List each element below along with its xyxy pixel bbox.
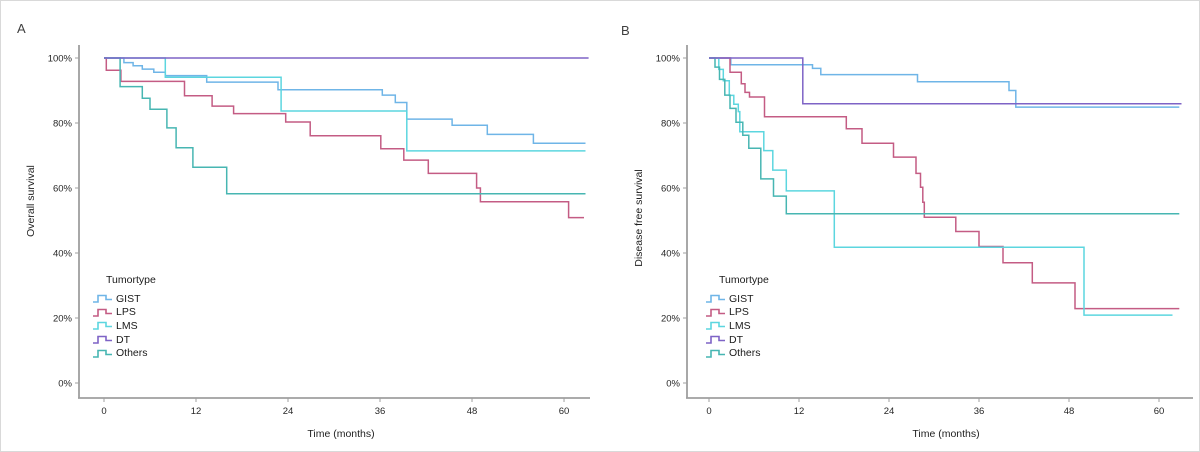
- curve-gist: [104, 57, 586, 144]
- legend-label: LPS: [729, 306, 749, 319]
- legend-item-gist: GIST: [705, 292, 769, 306]
- legend-label: LMS: [729, 319, 751, 332]
- x-tick-label: 36: [375, 406, 386, 417]
- x-tick-label: 48: [467, 406, 478, 417]
- panel-a: 100% 80% 60% 40% 20% 0% 0 12 24 36 48 60 A Overall …: [1, 1, 601, 451]
- y-tick-label: 0%: [666, 379, 680, 390]
- panel-letter-b: B: [621, 23, 631, 38]
- legend-a: Tumortype GIST LPS LMS DT Others: [92, 274, 156, 360]
- y-tick-label: 80%: [661, 119, 681, 130]
- x-axis-title-b: Time (months): [912, 428, 980, 440]
- x-axis-title-a: Time (months): [307, 428, 375, 440]
- curve-lps: [104, 57, 584, 219]
- curve-lps: [709, 57, 1180, 310]
- curve-dt: [709, 57, 1182, 105]
- step-line-icon: [706, 322, 725, 331]
- legend-label: Others: [729, 347, 761, 360]
- curve-lms: [104, 57, 586, 152]
- x-tick-label: 12: [191, 406, 202, 417]
- step-line-icon: [93, 294, 112, 304]
- y-tick-label: 40%: [661, 249, 681, 260]
- y-axis-title-a: Overall survival: [25, 165, 37, 237]
- legend-label: DT: [116, 333, 130, 346]
- y-tick-label: 40%: [53, 249, 73, 260]
- y-tick-label: 100%: [656, 54, 681, 65]
- curve-gist: [709, 57, 1180, 108]
- legend-label: DT: [729, 333, 743, 346]
- step-line-icon: [706, 349, 725, 358]
- step-line-icon: [93, 308, 112, 317]
- y-tick-label: 100%: [48, 54, 73, 65]
- step-line-icon: [93, 335, 112, 344]
- curve-others: [709, 57, 1180, 215]
- legend-title: Tumortype: [719, 274, 769, 286]
- x-tick-label: 48: [1064, 406, 1075, 417]
- y-axis-title-b: Disease free survival: [633, 169, 645, 267]
- step-line-icon: [706, 335, 725, 344]
- x-tick-label: 0: [706, 406, 711, 417]
- legend-label: LMS: [116, 319, 138, 332]
- step-line-icon: [706, 294, 725, 304]
- legend-title: Tumortype: [106, 274, 156, 286]
- y-tick-label: 0%: [58, 379, 72, 390]
- curve-others: [104, 57, 586, 195]
- panel-b: 100% 80% 60% 40% 20% 0% 0 12 24 36 48 60 B Disease …: [601, 1, 1199, 451]
- step-line-icon: [93, 349, 112, 358]
- legend-item-others: Others: [705, 346, 769, 360]
- y-tick-label: 60%: [661, 184, 681, 195]
- step-line-icon: [706, 308, 725, 317]
- legend-item-others: Others: [92, 346, 156, 360]
- legend-item-lps: LPS: [92, 306, 156, 320]
- x-tick-label: 24: [283, 406, 294, 417]
- x-tick-label: 36: [974, 406, 985, 417]
- x-tick-label: 12: [794, 406, 805, 417]
- x-tick-label: 24: [884, 406, 895, 417]
- curve-lms: [709, 57, 1173, 316]
- legend-item-lms: LMS: [705, 319, 769, 333]
- legend-item-dt: DT: [705, 333, 769, 347]
- survival-plot-b: 100% 80% 60% 40% 20% 0% 0 12 24 36 48 60: [656, 45, 1193, 417]
- legend-label: Others: [116, 347, 148, 360]
- survival-plot-a: 100% 80% 60% 40% 20% 0% 0 12 24 36 48 60: [48, 45, 590, 417]
- legend-label: GIST: [729, 292, 754, 305]
- y-tick-label: 60%: [53, 184, 73, 195]
- legend-item-lps: LPS: [705, 306, 769, 320]
- legend-label: GIST: [116, 292, 141, 305]
- y-tick-label: 20%: [53, 314, 73, 325]
- step-line-icon: [93, 322, 112, 331]
- legend-b: Tumortype GIST LPS LMS DT Others: [705, 274, 769, 360]
- legend-label: LPS: [116, 306, 136, 319]
- x-tick-label: 60: [559, 406, 570, 417]
- legend-item-gist: GIST: [92, 292, 156, 306]
- panel-letter-a: A: [17, 21, 27, 36]
- y-tick-label: 80%: [53, 119, 73, 130]
- legend-item-lms: LMS: [92, 319, 156, 333]
- x-tick-label: 60: [1154, 406, 1165, 417]
- y-tick-label: 20%: [661, 314, 681, 325]
- x-tick-label: 0: [101, 406, 106, 417]
- legend-item-dt: DT: [92, 333, 156, 347]
